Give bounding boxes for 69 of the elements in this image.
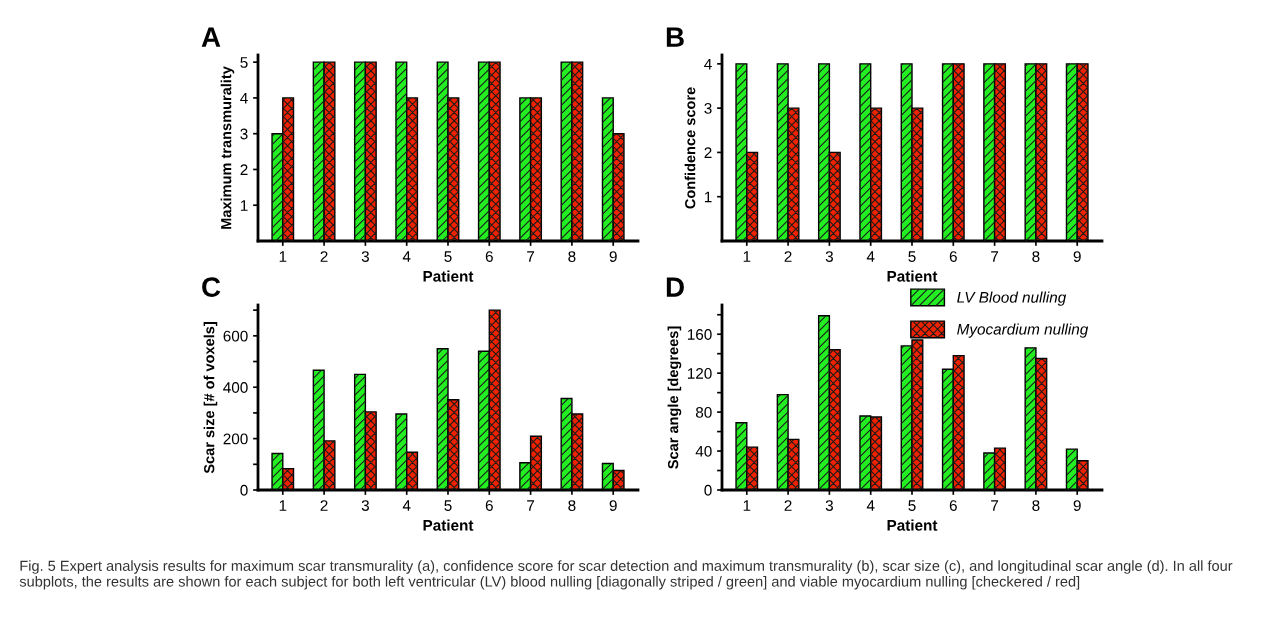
x-tick-label: 8 [568, 251, 576, 262]
legend-label: Myocardium nulling [957, 323, 1089, 338]
x-tick-label: 9 [609, 500, 617, 511]
chart-title: D [666, 277, 684, 297]
y-tick-label: 0 [240, 484, 248, 496]
x-tick-label: 8 [1032, 251, 1040, 262]
y-tick-label: 0 [704, 484, 712, 496]
x-tick-label: 9 [1073, 251, 1081, 262]
y-tick-label: 3 [704, 103, 712, 114]
x-tick-label: 3 [361, 251, 369, 262]
y-axis-title: Maximum transmurality [220, 66, 235, 229]
x-tick-label: 2 [320, 251, 328, 262]
caption: Fig. 5 Expert analysis results for maximum scar transmurality (a), confidence score for scar detection and maximum transmurality (b), scar size (c), and longitudinal scar angle (d). In all four subplots, the results are shown for each subject for both left ventricular (LV) blood nulling [diagonally striped / green] and viable myocardium nulling [checkered / red] [19, 560, 1233, 590]
chart-title: B [666, 27, 684, 47]
x-tick-label: 5 [908, 500, 916, 511]
y-tick-label: 2 [240, 164, 248, 175]
x-tick-label: 1 [743, 251, 751, 262]
x-tick-label: 8 [1032, 500, 1040, 511]
x-tick-label: 7 [991, 500, 999, 511]
x-tick-label: 7 [527, 500, 535, 511]
x-tick-label: 3 [361, 500, 369, 511]
y-tick-label: 40 [695, 445, 712, 457]
x-axis-title: Patient [423, 270, 474, 282]
y-tick-label: 3 [240, 128, 248, 140]
y-axis-title: Confidence score [684, 87, 696, 209]
x-axis-title: Patient [887, 519, 938, 531]
x-tick-label: 2 [784, 251, 792, 262]
y-tick-label: 1 [704, 191, 712, 203]
x-axis-title: Patient [887, 270, 938, 282]
x-tick-label: 2 [784, 500, 792, 511]
x-tick-label: 1 [279, 500, 287, 511]
x-axis-title: Patient [423, 519, 474, 531]
y-tick-label: 1 [240, 200, 248, 211]
y-tick-label: 2 [704, 147, 712, 158]
x-tick-label: 1 [279, 251, 287, 262]
y-tick-label: 120 [687, 368, 712, 379]
x-tick-label: 3 [825, 500, 833, 511]
x-tick-label: 6 [485, 251, 493, 262]
chart-title: A [201, 27, 221, 47]
y-tick-label: 80 [695, 406, 712, 418]
y-tick-label: 4 [240, 92, 248, 104]
y-axis-title: Scar angle [degrees] [667, 326, 682, 469]
x-tick-label: 9 [1073, 500, 1081, 511]
x-tick-label: 9 [609, 251, 617, 262]
chart-title: C [202, 277, 221, 297]
x-tick-label: 7 [527, 251, 535, 262]
x-tick-label: 7 [991, 251, 999, 262]
y-tick-label: 200 [223, 433, 248, 445]
y-tick-label: 400 [223, 382, 248, 393]
x-tick-label: 8 [568, 500, 576, 511]
x-tick-label: 3 [825, 251, 833, 262]
x-tick-label: 5 [444, 500, 452, 511]
x-tick-label: 6 [949, 500, 957, 511]
y-tick-label: 600 [223, 330, 248, 342]
y-tick-label: 5 [240, 57, 248, 68]
x-tick-label: 4 [866, 500, 875, 511]
x-tick-label: 2 [320, 500, 328, 511]
x-tick-label: 4 [866, 251, 875, 262]
y-tick-label: 160 [687, 329, 712, 340]
x-tick-label: 4 [402, 500, 411, 511]
x-tick-label: 1 [743, 500, 751, 511]
y-axis-title: Scar size [# of voxels] [203, 322, 218, 474]
x-tick-label: 4 [402, 251, 411, 262]
x-tick-label: 5 [908, 251, 916, 262]
y-tick-label: 4 [704, 58, 712, 70]
x-tick-label: 6 [949, 251, 957, 262]
legend-label: LV Blood nulling [957, 291, 1067, 306]
x-tick-label: 5 [444, 251, 452, 262]
x-tick-label: 6 [485, 500, 493, 511]
